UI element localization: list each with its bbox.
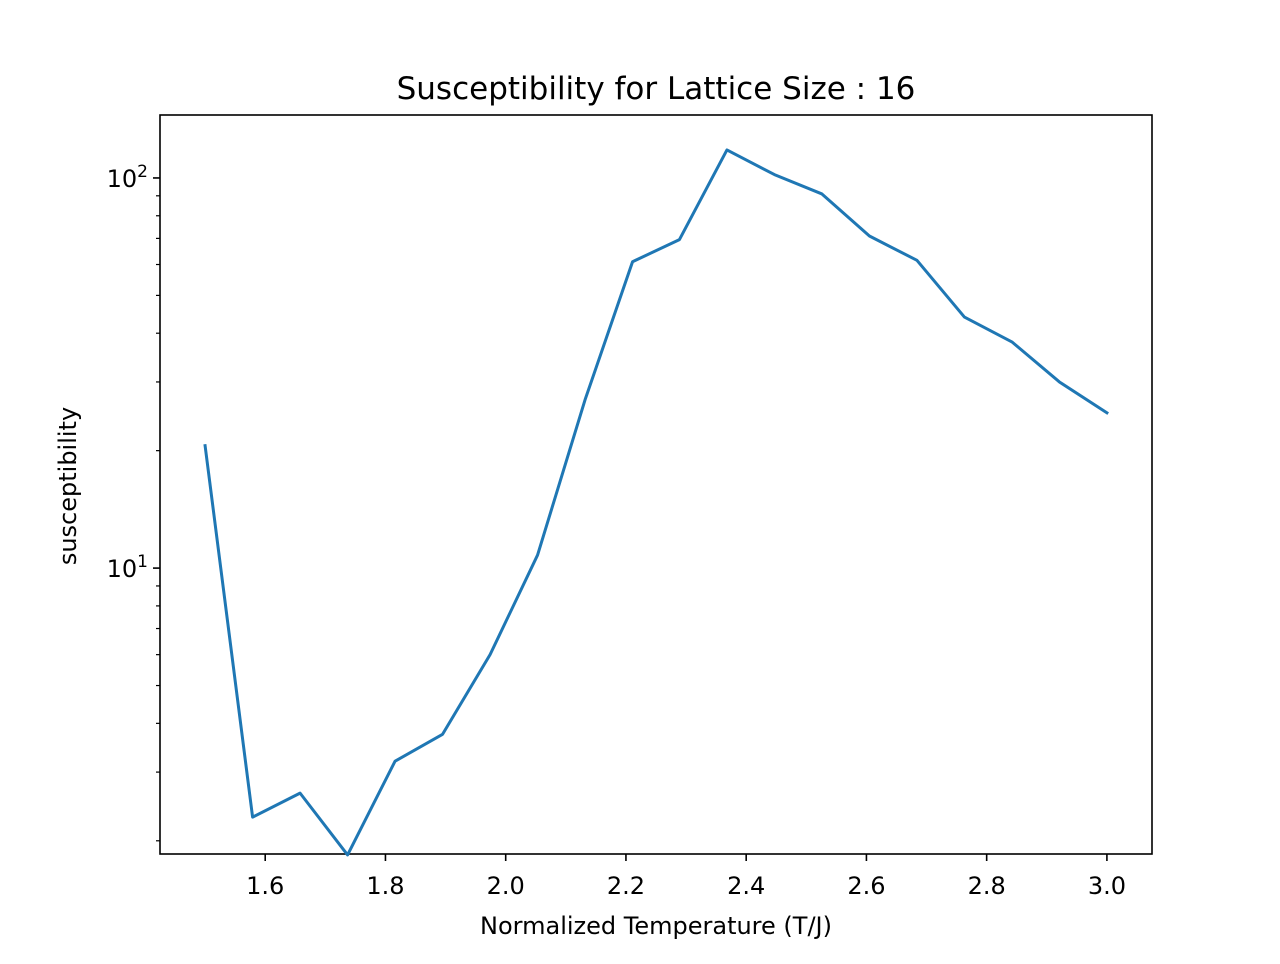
y-axis-label: susceptibility bbox=[54, 407, 82, 565]
x-tick-label: 1.8 bbox=[366, 872, 404, 900]
x-axis-label: Normalized Temperature (T/J) bbox=[480, 912, 832, 940]
y-tick-label: 101 bbox=[107, 552, 148, 583]
chart-title: Susceptibility for Lattice Size : 16 bbox=[397, 71, 916, 107]
x-tick-label: 1.6 bbox=[246, 872, 284, 900]
x-tick-label: 2.4 bbox=[727, 872, 765, 900]
plot-area-frame bbox=[159, 114, 1153, 855]
y-tick-base: 10 bbox=[107, 165, 138, 193]
series-group bbox=[203, 148, 1109, 857]
x-tick-label: 2.6 bbox=[847, 872, 885, 900]
y-tick-label: 102 bbox=[107, 162, 148, 193]
x-tick-label: 2.0 bbox=[487, 872, 525, 900]
x-axis: 1.6 1.8 2.0 2.2 2.4 2.6 2.8 3.0 bbox=[246, 854, 1126, 900]
x-tick-label: 2.8 bbox=[968, 872, 1006, 900]
series-line-0 bbox=[203, 148, 1109, 857]
x-tick-label: 2.2 bbox=[607, 872, 645, 900]
x-tick-label: 3.0 bbox=[1088, 872, 1126, 900]
y-tick-exponent: 2 bbox=[137, 162, 148, 182]
y-tick-base: 10 bbox=[107, 555, 138, 583]
y-tick-exponent: 1 bbox=[137, 552, 148, 572]
